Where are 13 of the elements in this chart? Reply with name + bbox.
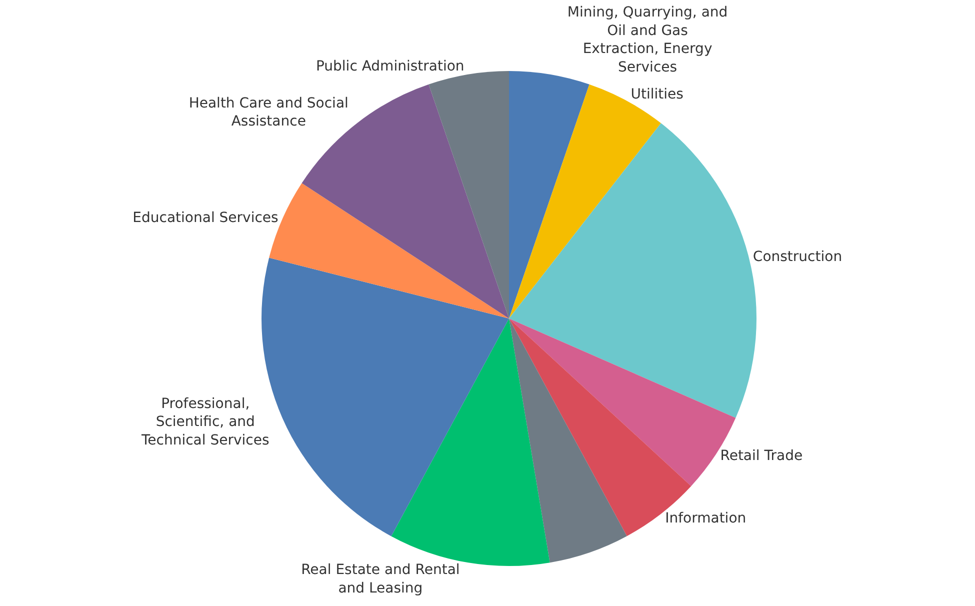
slice-label: Construction	[752, 249, 842, 266]
slice-label: Retail Trade	[720, 448, 803, 464]
slice-label: Utilities	[630, 86, 684, 103]
slice-label: Information	[665, 510, 746, 527]
slice-label: Public Administration	[316, 58, 464, 75]
pie-slice	[509, 71, 590, 318]
slice-label: Educational Services	[132, 210, 278, 226]
slice-label: Professional, Scientific, and Technical Services	[140, 396, 270, 448]
pie-slice	[509, 318, 627, 563]
slice-label: Real Estate and Rental and Leasing	[301, 562, 460, 596]
slice-label: Mining, Quarrying, and Oil and Gas Extraction, Energy Services	[567, 4, 728, 76]
pie-slice	[428, 71, 509, 318]
slice-label: Health Care and Social Assistance	[188, 95, 348, 130]
